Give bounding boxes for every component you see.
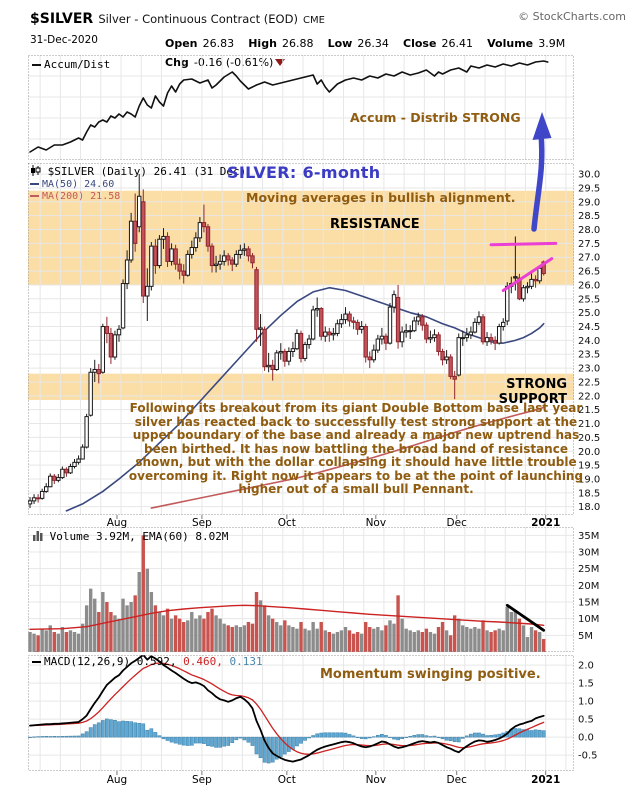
y-axis-tick-label: 19.5 — [578, 461, 600, 472]
ma-alignment-annotation: Moving averages in bullish alignment. — [246, 190, 516, 205]
change-down-triangle-icon — [275, 59, 286, 66]
x-axis-month-label: Oct — [277, 517, 296, 529]
y-axis-tick-label: 24.5 — [578, 322, 600, 333]
y-axis-tick-label: 18.0 — [578, 502, 600, 513]
quote-low: Low 26.34 — [327, 37, 389, 50]
line-swatch-icon — [32, 64, 41, 66]
accum-strong-annotation: Accum - Distrib STRONG — [350, 110, 521, 125]
y-axis-tick-label: 1.5 — [578, 679, 594, 690]
macd-legend: MACD(12,26,9) 0.592, 0.460, 0.131 — [32, 655, 263, 668]
y-axis-tick-label: 20M — [578, 581, 599, 592]
x-axis-month-label: Oct — [277, 774, 296, 786]
bar-chart-icon — [33, 531, 43, 541]
x-axis-months-price: Aug Sep Oct Nov Dec 2021 — [0, 517, 631, 529]
stockcharts-credit: © StockCharts.com — [518, 10, 626, 23]
resistance-zone — [28, 190, 574, 285]
x-axis-month-label: Sep — [192, 517, 212, 529]
y-axis-tick-label: 20.0 — [578, 447, 600, 458]
x-axis-month-label: Nov — [365, 774, 387, 786]
quote-close: Close 26.41 — [403, 37, 474, 50]
volume-legend: Volume 3.92M, EMA(60) 8.02M — [32, 530, 228, 543]
breakout-arrow — [531, 112, 552, 232]
y-axis-tick-label: 25.0 — [578, 308, 600, 319]
chart-header: $SILVER Silver - Continuous Contract (EO… — [30, 8, 325, 27]
quote-date: 31-Dec-2020 — [30, 34, 98, 46]
y-axis-tick-label: 21.5 — [578, 405, 600, 416]
strong-support-label: STRONG SUPPORT — [498, 377, 567, 407]
quote-high: High 26.88 — [248, 37, 314, 50]
macd-value: 0.592, — [136, 655, 177, 668]
exchange-label: CME — [303, 15, 325, 26]
resistance-label: RESISTANCE — [330, 217, 420, 232]
line-swatch-icon — [32, 661, 41, 663]
quote-open: Open 26.83 — [165, 37, 235, 50]
x-axis-month-label: Sep — [192, 774, 212, 786]
y-axis-tick-label: 10M — [578, 614, 599, 625]
x-axis-months-macd: Aug Sep Oct Nov Dec 2021 — [0, 774, 631, 786]
y-axis-tick-label: 24.0 — [578, 336, 600, 347]
y-axis-tick-label: 27.5 — [578, 239, 600, 250]
y-axis-tick-label: 5M — [578, 631, 593, 642]
candlestick-chart-icon — [31, 165, 41, 176]
y-axis-tick-label: 23.5 — [578, 350, 600, 361]
y-axis-tick-label: 22.5 — [578, 377, 600, 388]
symbol: $SILVER — [30, 11, 94, 27]
x-axis-month-label: Dec — [446, 517, 467, 529]
y-axis-tick-label: 35M — [578, 531, 599, 542]
ma200-legend: MA(200) 21.58 — [30, 191, 120, 202]
y-axis-tick-label: 29.5 — [578, 183, 600, 194]
x-axis-month-label: 2021 — [531, 774, 561, 786]
y-axis-tick-label: 20.5 — [578, 433, 600, 444]
y-axis-tick-label: 2.0 — [578, 661, 594, 672]
quote-volume: Volume 3.9M — [487, 37, 566, 50]
y-axis-tick-label: 0.5 — [578, 715, 594, 726]
y-axis-tick-label: 1.0 — [578, 697, 594, 708]
accum-dist-legend: Accum/Dist — [32, 58, 110, 71]
y-axis-tick-label: 26.5 — [578, 267, 600, 278]
ma50-legend: MA(50) 24.60 — [30, 179, 114, 190]
y-axis-tick-label: 28.5 — [578, 211, 600, 222]
y-axis-tick-label: 28.0 — [578, 225, 600, 236]
x-axis-month-label: 2021 — [531, 517, 561, 529]
y-axis-tick-label: 27.0 — [578, 253, 600, 264]
quote-bar: Open 26.83 High 26.88 Low 26.34 Close 26… — [165, 32, 631, 70]
macd-signal-value: 0.460, — [183, 655, 223, 668]
chart-title: SILVER: 6-month — [227, 163, 381, 182]
y-axis-tick-label: -0.5 — [578, 751, 598, 762]
y-axis-tick-label: 15M — [578, 598, 599, 609]
symbol-description: Silver - Continuous Contract (EOD) — [98, 12, 298, 26]
x-axis-month-label: Aug — [106, 774, 128, 786]
quote-change: Chg -0.16 (-0.61%) — [165, 51, 286, 70]
y-axis-tick-label: 18.5 — [578, 488, 600, 499]
x-axis-month-label: Aug — [106, 517, 128, 529]
y-axis-tick-label: 30M — [578, 548, 599, 559]
y-axis-tick-label: 22.0 — [578, 391, 600, 402]
line-swatch-icon — [30, 195, 39, 197]
commentary-paragraph: Following its breakout from its giant Do… — [128, 401, 584, 496]
y-axis-tick-label: 19.0 — [578, 474, 600, 485]
y-axis-tick-label: 25.5 — [578, 294, 600, 305]
y-axis-tick-label: 26.0 — [578, 280, 600, 291]
momentum-annotation: Momentum swinging positive. — [320, 667, 541, 682]
line-swatch-icon — [30, 183, 39, 185]
y-axis-tick-label: 21.0 — [578, 419, 600, 430]
price-legend: $SILVER (Daily) 26.41 (31 Dec) — [30, 165, 246, 178]
x-axis-month-label: Nov — [365, 517, 387, 529]
y-axis-tick-label: 30.0 — [578, 170, 600, 181]
y-axis-tick-label: 23.0 — [578, 364, 600, 375]
y-axis-tick-label: 0.0 — [578, 733, 594, 744]
macd-hist-value: 0.131 — [229, 655, 263, 668]
x-axis-month-label: Dec — [446, 774, 467, 786]
y-axis-tick-label: 29.0 — [578, 197, 600, 208]
y-axis-tick-label: 25M — [578, 564, 599, 575]
